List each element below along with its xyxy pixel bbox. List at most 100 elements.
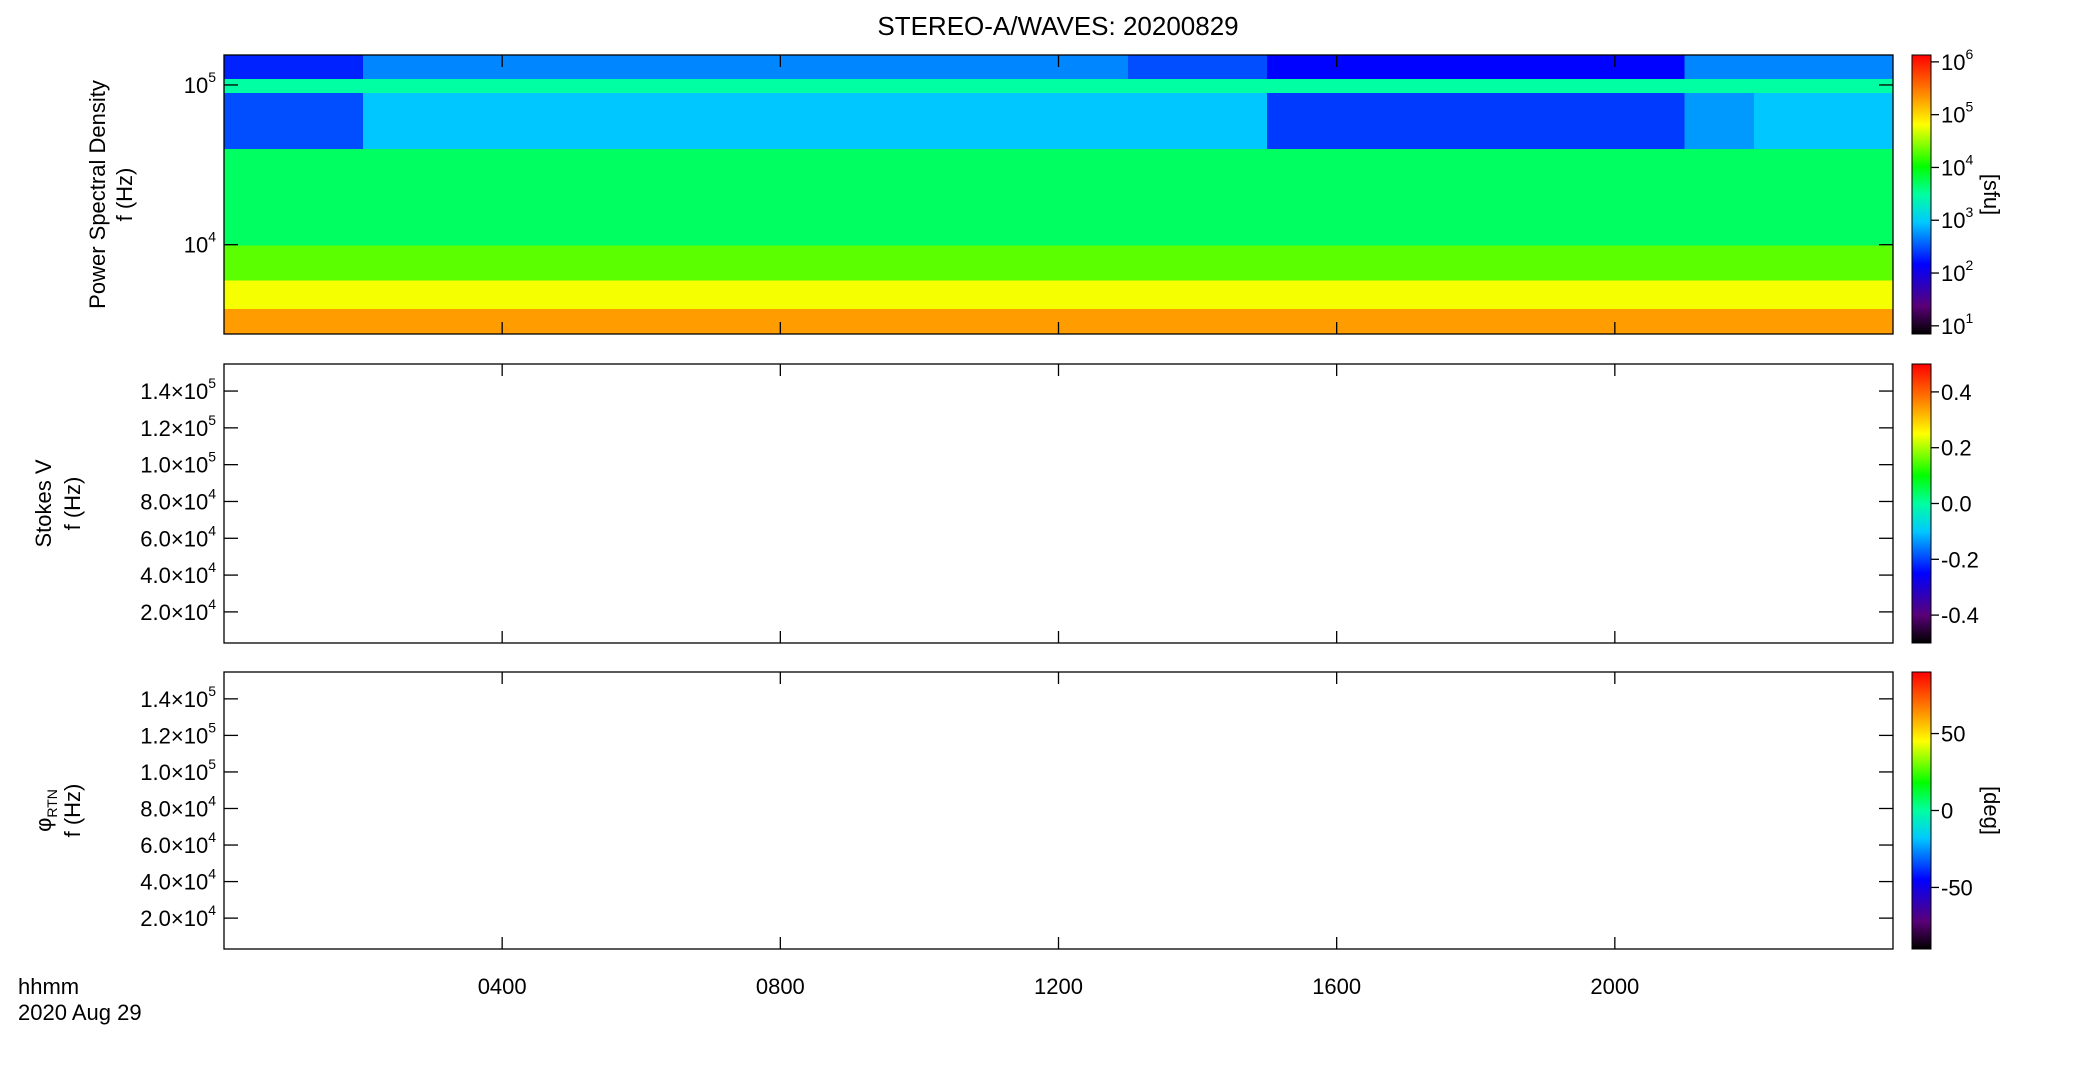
heatmap-cell <box>1475 244 1546 281</box>
y-tick-label: 1.4×105 <box>140 375 216 404</box>
colorbar-tick-label: -0.4 <box>1941 603 1979 628</box>
heatmap-cell <box>293 92 364 150</box>
y-axis-label-text: f (Hz) <box>112 168 137 222</box>
y-tick-label-base: 1.4×10 <box>140 379 208 404</box>
heatmap-cell <box>1684 92 1755 150</box>
heatmap-cell <box>224 92 295 150</box>
heatmap-cell <box>1823 148 1894 246</box>
colorbar-tick-label-exponent: 2 <box>1965 257 1973 273</box>
colorbar-tick-label-base: 10 <box>1941 314 1965 339</box>
y-tick-label-exponent: 5 <box>208 719 216 735</box>
heatmap-cell <box>1128 280 1199 309</box>
heatmap-cell <box>1267 280 1338 309</box>
x-tick-label: 1200 <box>1034 974 1083 999</box>
heatmap-cell <box>293 280 364 309</box>
y-tick-label-base: 1.0×10 <box>140 452 208 477</box>
colorbar <box>1911 363 1932 644</box>
heatmap-cell <box>432 78 503 93</box>
y-tick-label: 2.0×104 <box>140 902 216 931</box>
heatmap-cell <box>1058 92 1129 150</box>
y-tick-label-exponent: 5 <box>208 448 216 464</box>
heatmap-cell <box>1336 92 1407 150</box>
heatmap-cell <box>1197 148 1268 246</box>
y-tick-label: 2.0×104 <box>140 596 216 625</box>
heatmap-cell <box>432 92 503 150</box>
heatmap-cell <box>224 308 295 335</box>
heatmap-cell <box>1197 280 1268 309</box>
heatmap-cell <box>1128 92 1199 150</box>
heatmap-cell <box>1545 280 1616 309</box>
y-tick-label-base: 1.2×10 <box>140 416 208 441</box>
colorbar-label: [sfu] <box>1979 174 2004 216</box>
heatmap-cell <box>1753 78 1825 93</box>
heatmap-cell <box>363 55 434 79</box>
colorbar-tick-label: 0.0 <box>1941 491 1972 516</box>
heatmap-cell <box>919 308 990 335</box>
y-tick-label: 1.2×105 <box>140 412 216 441</box>
heatmap-cell <box>293 55 364 79</box>
colorbar-tick-label: 103 <box>1941 204 1973 233</box>
heatmap-cell <box>1475 148 1546 246</box>
heatmap-cell <box>988 280 1060 309</box>
heatmap-cell <box>641 78 712 93</box>
y-tick-label-base: 10 <box>184 73 208 98</box>
colorbar-tick-label: 50 <box>1941 721 1965 746</box>
y-tick-label-exponent: 4 <box>208 792 216 808</box>
heatmap-cell <box>780 244 851 281</box>
heatmap-cell <box>1128 148 1199 246</box>
y-tick-label-exponent: 4 <box>208 522 216 538</box>
heatmap-cell <box>1823 280 1894 309</box>
heatmap-cell <box>502 78 573 93</box>
y-axis-label: φRTN <box>31 789 60 832</box>
heatmap-cell <box>1267 78 1338 93</box>
heatmap-cell <box>988 308 1060 335</box>
colorbar-tick-label-exponent: 3 <box>1965 204 1973 220</box>
y-tick-label: 104 <box>184 228 216 257</box>
heatmap-cell <box>919 92 990 150</box>
heatmap-cell <box>710 244 781 281</box>
heatmap-cell <box>988 55 1060 79</box>
heatmap-cell <box>1545 55 1616 79</box>
y-axis-label: f (Hz) <box>60 477 85 531</box>
y-tick-label-base: 6.0×10 <box>140 526 208 551</box>
heatmap-cell <box>641 280 712 309</box>
heatmap-cell <box>1753 55 1825 79</box>
heatmap-cell <box>1058 308 1129 335</box>
heatmap-cell <box>571 148 642 246</box>
colorbar-tick-label-base: 0.4 <box>1941 380 1972 405</box>
y-tick-label-base: 2.0×10 <box>140 906 208 931</box>
y-tick-label: 6.0×104 <box>140 522 216 551</box>
heatmap-cell <box>1197 92 1268 150</box>
heatmap-cell <box>293 78 364 93</box>
heatmap-cell <box>363 92 434 150</box>
heatmap-cell <box>224 78 295 93</box>
heatmap-cell <box>1475 308 1546 335</box>
y-tick-label: 4.0×104 <box>140 865 216 894</box>
colorbar-tick-label-base: 10 <box>1941 102 1965 127</box>
y-tick-label-base: 8.0×10 <box>140 796 208 821</box>
heatmap-cell <box>432 244 503 281</box>
heatmap-cell <box>1614 280 1685 309</box>
heatmap-cell <box>641 148 712 246</box>
heatmap-cell <box>849 308 921 335</box>
heatmap-cell <box>502 148 573 246</box>
x-tick-label: 1600 <box>1312 974 1361 999</box>
y-axis-label-text: Stokes V <box>31 459 56 547</box>
heatmap-cell <box>780 92 851 150</box>
heatmap-cell <box>919 55 990 79</box>
y-tick-label: 4.0×104 <box>140 559 216 588</box>
heatmap-cell <box>1823 55 1894 79</box>
heatmap-cell <box>1336 148 1407 246</box>
heatmap-cell <box>780 55 851 79</box>
y-tick-label-base: 4.0×10 <box>140 869 208 894</box>
y-tick-label-exponent: 5 <box>208 375 216 391</box>
y-tick-label: 1.0×105 <box>140 756 216 785</box>
heatmap-cell <box>849 244 921 281</box>
heatmap-cell <box>710 148 781 246</box>
y-tick-label-exponent: 5 <box>208 412 216 428</box>
heatmap-cell <box>849 148 921 246</box>
heatmap-cell <box>849 280 921 309</box>
heatmap-cell <box>1614 92 1685 150</box>
heatmap-cell <box>1058 280 1129 309</box>
heatmap-cell <box>1614 148 1685 246</box>
